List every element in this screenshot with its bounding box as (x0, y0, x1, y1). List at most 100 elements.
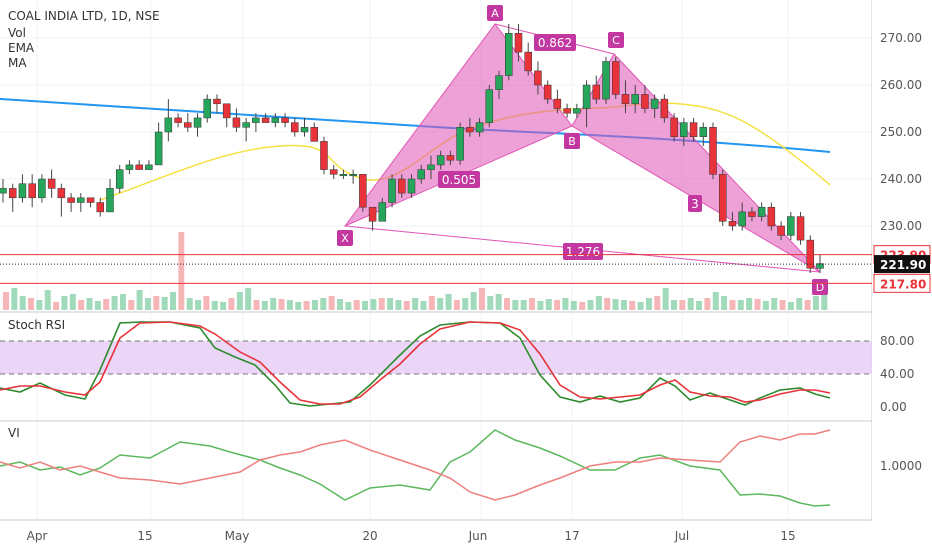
pattern-point-badge (608, 32, 624, 48)
candle-body (718, 174, 727, 222)
volume-bar (370, 299, 377, 310)
volume-bar (44, 290, 51, 310)
candle-body (193, 117, 202, 128)
candle-body (349, 174, 357, 177)
pattern-point-label: A (491, 7, 499, 20)
volume-bar (679, 300, 686, 310)
time-tick-label: 17 (564, 529, 579, 543)
stoch-rsi-pane[interactable]: Stoch RSI (0, 318, 872, 407)
volume-bar (119, 294, 126, 310)
candle-body (154, 131, 163, 166)
candle-body (514, 33, 523, 53)
volume-bar (704, 298, 711, 310)
candle-body (368, 206, 377, 222)
volume-bar (19, 296, 26, 310)
volume-bar (86, 298, 93, 310)
candle-body (709, 127, 717, 175)
price-axis[interactable]: 270.00260.00250.00240.00230.00223.90221.… (872, 0, 932, 550)
stoch-k-line (0, 321, 831, 407)
candle-body (67, 197, 75, 203)
pattern-ratio-label: 1.276 (566, 245, 600, 259)
volume-bar (378, 298, 385, 310)
volume-bar (654, 296, 661, 310)
candle-body (524, 51, 532, 72)
candle-body (203, 98, 211, 119)
volume-bar (203, 296, 210, 310)
volume-bar (629, 301, 636, 310)
candle-body (573, 108, 581, 114)
volume-bar (804, 300, 811, 310)
volume-bar (11, 288, 18, 310)
volume-bar (712, 292, 719, 310)
pattern-ratio-badge (563, 243, 603, 260)
candle-body (485, 89, 494, 123)
volume-bar (754, 299, 761, 310)
price-pane[interactable]: X A B C D 0.505 0.862 1.276 3 (0, 5, 872, 310)
volume-bar (228, 298, 235, 310)
volume-bars (3, 232, 828, 310)
candle-body (378, 202, 387, 222)
volume-bar (161, 297, 168, 310)
volume-bar (186, 298, 193, 310)
stoch-tick-label: 80.00 (880, 334, 914, 348)
candle-body (816, 263, 824, 269)
volume-bar (620, 300, 627, 310)
candle-body (213, 98, 221, 105)
volume-bar (111, 296, 118, 310)
time-tick-label: Apr (27, 529, 48, 543)
candle-body (427, 164, 435, 170)
candle-body (86, 197, 95, 203)
candle-body (612, 61, 620, 95)
volume-bar (362, 301, 369, 310)
volume-bar (771, 298, 778, 310)
volume-bar (462, 298, 469, 310)
candle-body (135, 164, 143, 170)
price-marker-label: 221.90 (880, 258, 926, 272)
candle-body (320, 141, 328, 170)
volume-bar (103, 299, 110, 310)
candle-body (670, 117, 678, 137)
candle-body (57, 188, 66, 199)
pattern-point-badge (487, 5, 503, 21)
price-tick-label: 230.00 (880, 219, 922, 233)
time-axis[interactable]: Apr 15 May 20 Jun 17 Jul 15 (0, 521, 872, 550)
candle-body (689, 122, 698, 137)
volume-bar (637, 302, 644, 310)
stoch-tick-label: 0.00 (880, 400, 907, 414)
candle-body (553, 98, 562, 109)
pattern-ratio-badge (438, 171, 480, 188)
volume-bar (554, 300, 561, 310)
stoch-d-line (0, 321, 831, 405)
volume-bar (812, 296, 819, 310)
candle-body (446, 155, 455, 161)
volume-bar (311, 300, 318, 310)
candle-body (38, 178, 46, 199)
volume-bar (195, 300, 202, 310)
candle-body (543, 84, 552, 100)
candle-body (96, 202, 105, 213)
candle-body (757, 206, 766, 217)
candle-body (777, 225, 785, 236)
price-tick-label: 260.00 (880, 78, 922, 92)
candle-body (738, 211, 746, 227)
vi-plus-line (0, 429, 831, 507)
candle-body (407, 178, 416, 194)
vi-tick-label: 1.0000 (880, 459, 922, 473)
pattern-point-badge (337, 230, 353, 246)
price-levels (0, 254, 872, 284)
volume-bar (478, 288, 485, 310)
volume-bar (529, 298, 536, 310)
symbol-title: COAL INDIA LTD, 1D, NSE (8, 9, 160, 23)
stoch-rsi-title: Stoch RSI (8, 318, 65, 332)
volume-bar (211, 301, 218, 310)
volume-bar (295, 302, 302, 310)
candle-body (222, 103, 231, 119)
volume-bar (245, 288, 252, 310)
volume-bar (253, 300, 260, 310)
volume-bar (762, 301, 769, 310)
volume-bar (787, 302, 794, 310)
vortex-indicator-pane[interactable]: VI (0, 426, 831, 507)
candle-body (650, 98, 659, 109)
candle-body (145, 164, 153, 170)
